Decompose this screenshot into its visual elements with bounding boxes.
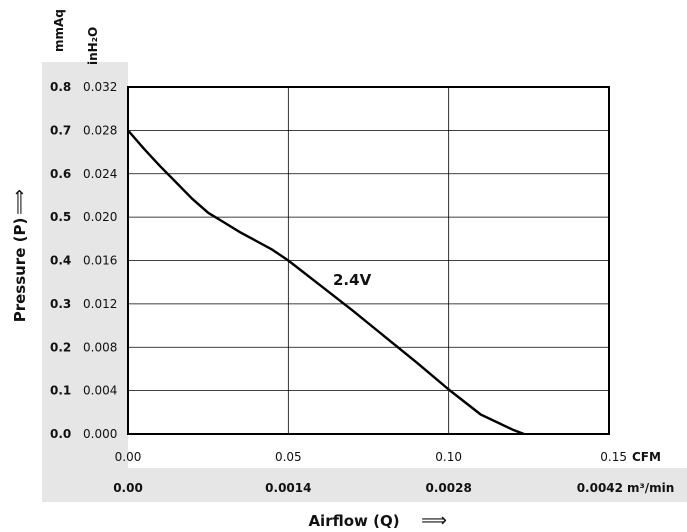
y-axis-arrow: ⟹ xyxy=(9,189,30,215)
y-ticks-inh2o: 0.000 0.004 0.008 0.012 0.016 0.020 0.024 0.028… xyxy=(83,80,117,441)
series-line-2.4V xyxy=(127,129,525,436)
y-tick-label-inh2o: 0.004 xyxy=(83,384,117,398)
plot-frame xyxy=(127,86,610,435)
x-unit-primary: CFM xyxy=(632,450,661,464)
y-tick-label-inh2o: 0.020 xyxy=(83,210,117,224)
y-tick-label-mmaq: 0.1 xyxy=(50,384,71,398)
y-tick-label-mmaq: 0.6 xyxy=(50,167,71,181)
x-tick-label-cfm: 0.05 xyxy=(275,450,302,464)
x-tick-label-m3min: 0.0028 xyxy=(426,481,472,495)
y-tick-label-inh2o: 0.024 xyxy=(83,167,117,181)
y-ticks-mmaq: 0.0 0.1 0.2 0.3 0.4 0.5 0.6 0.7 0.8 xyxy=(50,80,71,441)
x-axis-band xyxy=(42,468,687,502)
x-ticks-m3min: 0.00 0.0014 0.0028 0.0042 xyxy=(113,481,623,495)
y-axis-label: Pressure (P) xyxy=(11,218,29,323)
y-axis-band xyxy=(42,62,128,468)
y-tick-label-inh2o: 0.028 xyxy=(83,123,117,137)
grid xyxy=(127,86,610,435)
x-tick-label-cfm: 0.10 xyxy=(435,450,462,464)
x-ticks-cfm: 0.00 0.05 0.10 0.15 xyxy=(115,450,627,464)
y-tick-label-inh2o: 0.012 xyxy=(83,297,117,311)
y-tick-label-mmaq: 0.8 xyxy=(50,80,71,94)
y-tick-label-mmaq: 0.7 xyxy=(50,123,71,137)
series xyxy=(127,129,525,436)
x-tick-label-m3min: 0.0014 xyxy=(265,481,311,495)
x-tick-label-m3min: 0.00 xyxy=(113,481,143,495)
series-annotation-label: 2.4V xyxy=(333,271,372,289)
y-unit-primary: inH₂O xyxy=(86,27,100,65)
x-unit-secondary: m³/min xyxy=(627,481,674,495)
y-tick-label-mmaq: 0.5 xyxy=(50,210,71,224)
y-tick-label-inh2o: 0.032 xyxy=(83,80,117,94)
x-tick-label-cfm: 0.15 xyxy=(600,450,627,464)
x-tick-label-m3min: 0.0042 xyxy=(577,481,623,495)
y-tick-label-inh2o: 0.008 xyxy=(83,340,117,354)
y-tick-label-inh2o: 0.016 xyxy=(83,254,117,268)
y-tick-label-inh2o: 0.000 xyxy=(83,427,117,441)
y-tick-label-mmaq: 0.2 xyxy=(50,340,71,354)
y-tick-label-mmaq: 0.3 xyxy=(50,297,71,311)
y-tick-label-mmaq: 0.0 xyxy=(50,427,71,441)
x-tick-label-cfm: 0.00 xyxy=(115,450,142,464)
x-axis-arrow: ⟹ xyxy=(421,510,447,531)
x-axis-label: Airflow (Q) xyxy=(308,512,399,530)
y-tick-label-mmaq: 0.4 xyxy=(50,254,71,268)
y-unit-secondary: mmAq xyxy=(52,9,66,52)
